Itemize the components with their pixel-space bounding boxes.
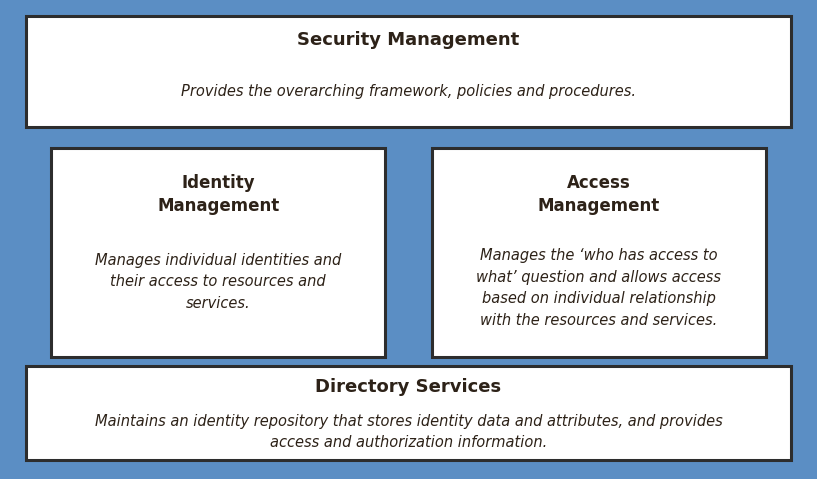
FancyBboxPatch shape bbox=[51, 148, 385, 357]
Text: Access
Management: Access Management bbox=[538, 173, 660, 215]
Text: Identity
Management: Identity Management bbox=[157, 173, 279, 215]
FancyBboxPatch shape bbox=[26, 366, 791, 460]
Text: Provides the overarching framework, policies and procedures.: Provides the overarching framework, poli… bbox=[181, 84, 636, 99]
Text: Directory Services: Directory Services bbox=[315, 378, 502, 396]
FancyBboxPatch shape bbox=[26, 16, 791, 127]
Text: Manages individual identities and
their access to resources and
services.: Manages individual identities and their … bbox=[95, 253, 342, 311]
FancyBboxPatch shape bbox=[432, 148, 766, 357]
Text: Manages the ‘who has access to
what’ question and allows access
based on individ: Manages the ‘who has access to what’ que… bbox=[476, 248, 721, 328]
Text: Security Management: Security Management bbox=[297, 31, 520, 49]
Text: Maintains an identity repository that stores identity data and attributes, and p: Maintains an identity repository that st… bbox=[95, 413, 722, 450]
